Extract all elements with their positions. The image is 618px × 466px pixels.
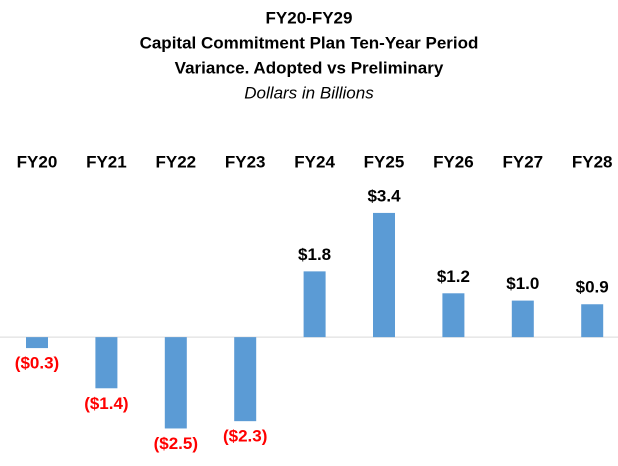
bar	[373, 212, 395, 338]
data-label: ($2.5)	[154, 434, 198, 453]
bar	[164, 337, 187, 429]
bar	[442, 293, 465, 338]
bar	[95, 337, 118, 389]
x-tick-label: FY22	[155, 152, 196, 171]
data-label: $0.9	[576, 278, 609, 297]
chart-title: Variance. Adopted vs Preliminary	[175, 58, 444, 77]
data-label: $1.2	[437, 267, 470, 286]
data-label: $1.8	[298, 245, 331, 264]
x-tick-label: FY27	[502, 152, 543, 171]
bar	[581, 304, 604, 338]
x-tick-label: FY26	[433, 152, 474, 171]
chart-title: FY20-FY29	[266, 8, 353, 27]
data-label: ($0.3)	[15, 354, 59, 373]
data-label: $3.4	[367, 186, 401, 205]
x-tick-label: FY28	[572, 152, 613, 171]
data-label: ($1.4)	[84, 394, 128, 413]
bar	[234, 337, 257, 422]
data-label: ($2.3)	[223, 427, 267, 446]
x-tick-label: FY23	[225, 152, 266, 171]
x-tick-label: FY21	[86, 152, 127, 171]
data-label: $1.0	[506, 274, 539, 293]
x-tick-label: FY20	[17, 152, 58, 171]
chart-title: Capital Commitment Plan Ten-Year Period	[140, 33, 479, 52]
bar	[26, 337, 48, 349]
bar	[303, 271, 326, 338]
bar	[511, 300, 534, 338]
x-tick-label: FY24	[294, 152, 335, 171]
x-tick-label: FY25	[364, 152, 405, 171]
chart-subtitle: Dollars in Billions	[244, 83, 374, 102]
